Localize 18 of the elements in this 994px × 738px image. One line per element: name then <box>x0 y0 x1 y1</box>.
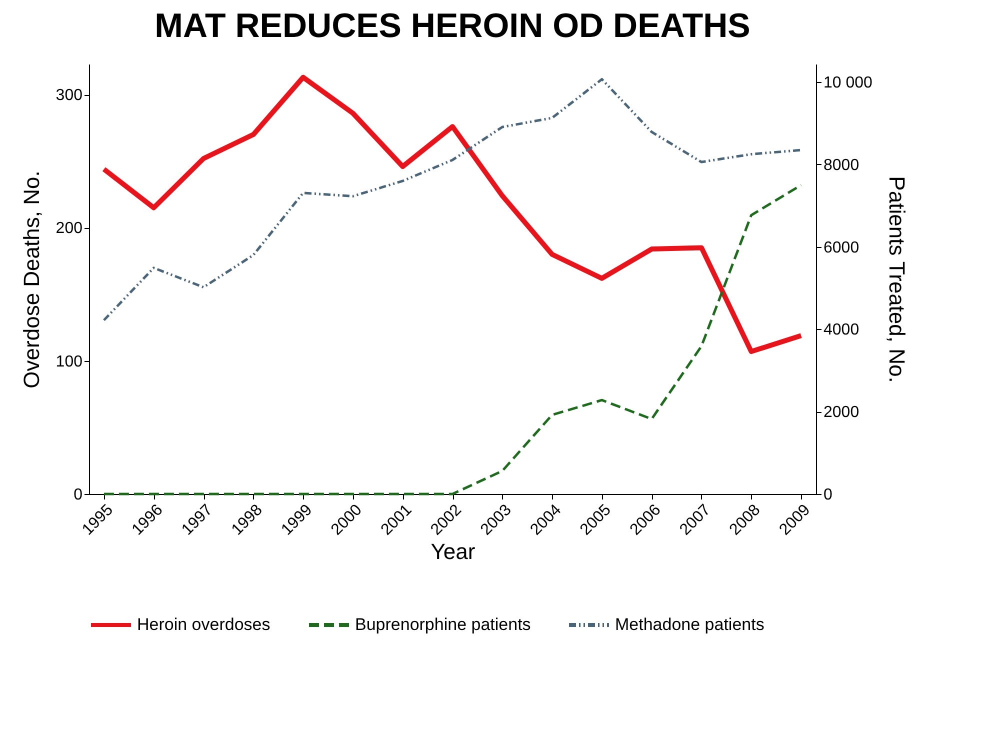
legend-label: Methadone patients <box>615 615 764 634</box>
y2-tick-label: 6000 <box>824 239 860 256</box>
y-axis-title: Overdose Deaths, No. <box>18 170 44 388</box>
y-tick-label: 0 <box>74 486 83 504</box>
y2-tick-label: 10 000 <box>824 74 873 92</box>
y-tick-label: 200 <box>56 220 83 238</box>
legend-label: Buprenorphine patients <box>355 615 531 634</box>
y-tick-label: 300 <box>56 87 83 104</box>
legend-label: Heroin overdoses <box>137 615 270 634</box>
line-series <box>102 184 802 496</box>
y2-tick-label: 0 <box>824 486 832 504</box>
x-axis-title: Year <box>430 538 476 564</box>
y2-tick-label: 4000 <box>824 322 860 339</box>
y2-axis-title: Patients Treated, No. <box>884 176 910 383</box>
chart-title: MAT REDUCES HEROIN OD DEATHS <box>154 7 750 45</box>
y2-tick-label: 8000 <box>824 157 860 174</box>
y-tick-label: 100 <box>56 353 83 370</box>
y2-tick-label: 2000 <box>824 404 860 422</box>
